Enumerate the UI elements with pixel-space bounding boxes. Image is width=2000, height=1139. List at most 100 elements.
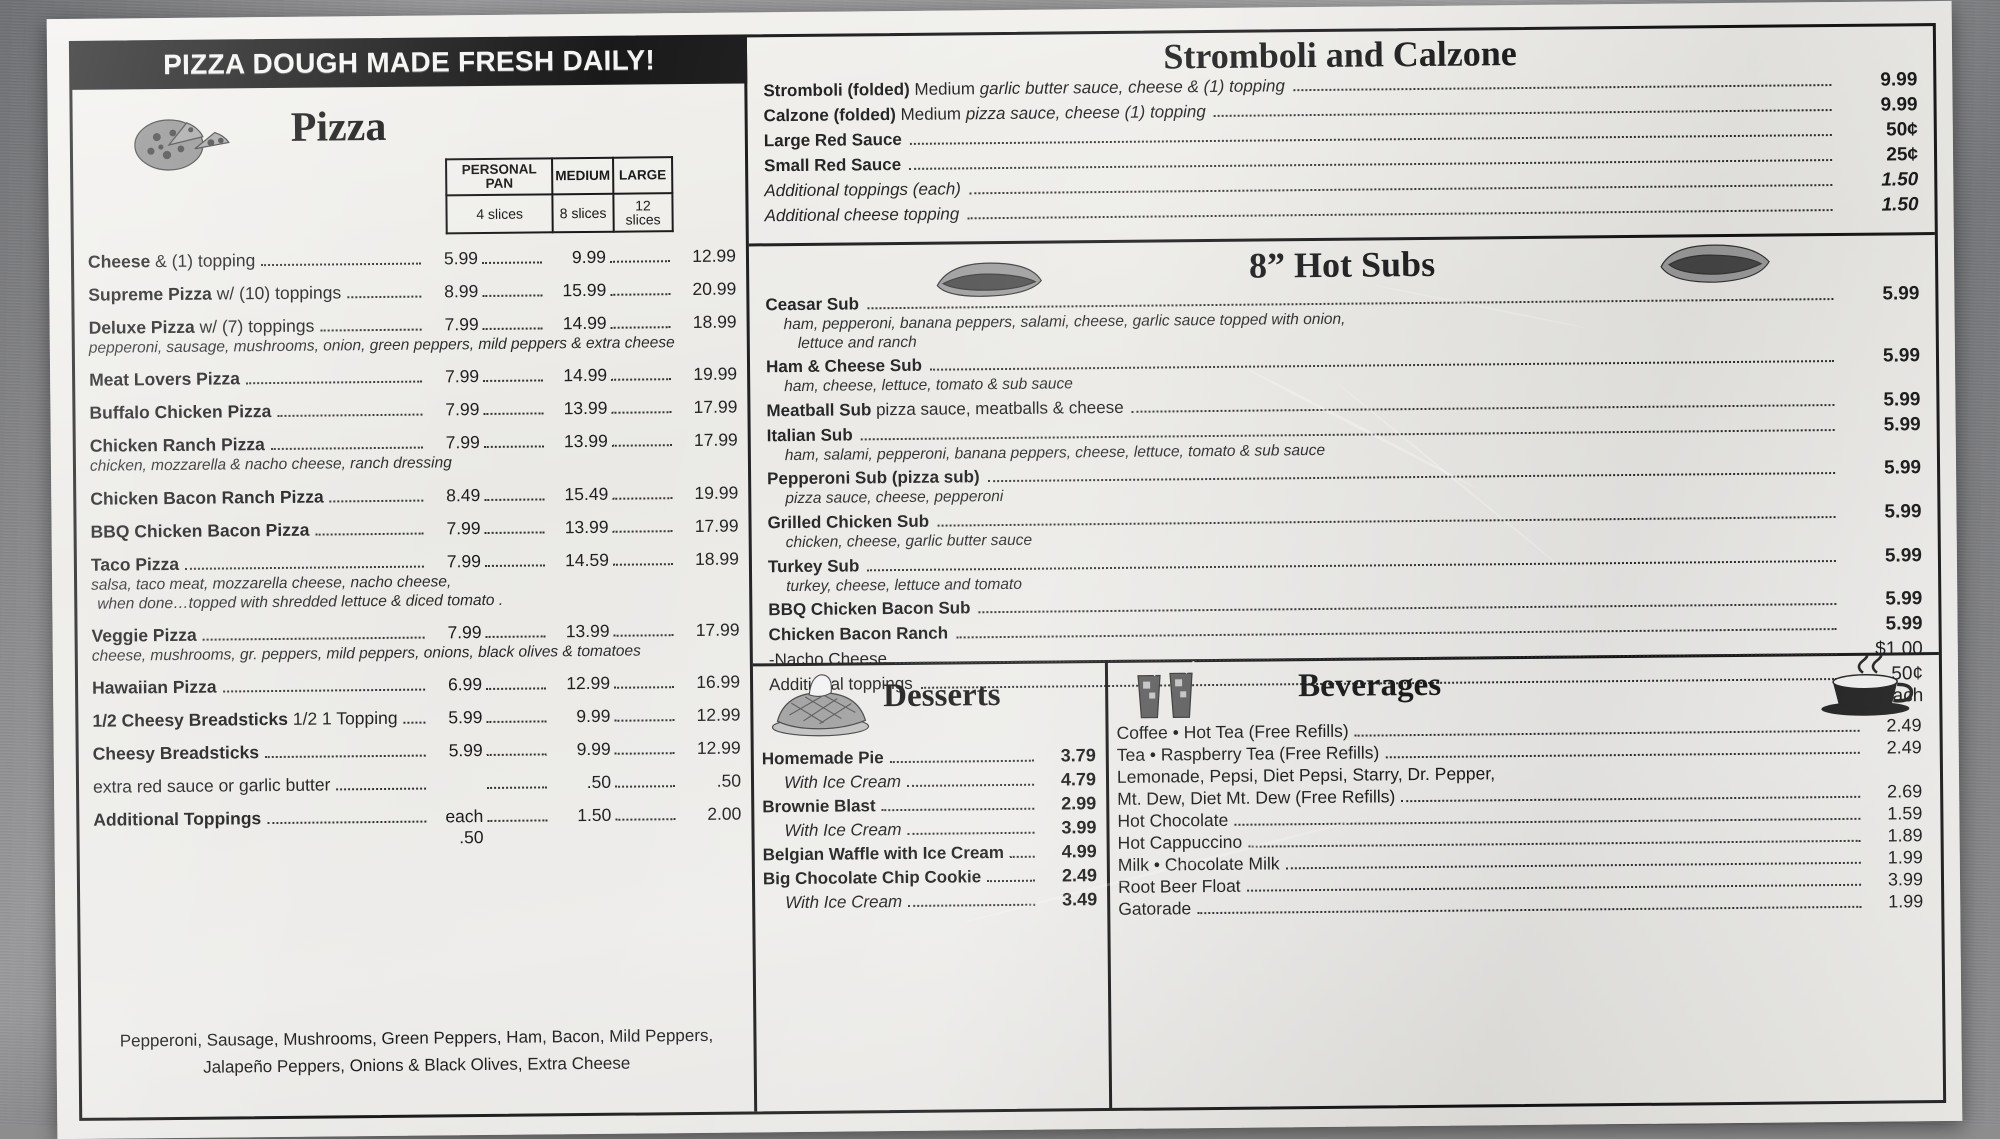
leader-dots: [404, 722, 426, 724]
pizza-size-table: PERSONAL PAN MEDIUM LARGE 4 slices 8 sli…: [445, 156, 674, 234]
iced-drinks-icon: [1124, 661, 1217, 724]
leader-dots: [487, 754, 547, 757]
leader-dots: [1293, 84, 1831, 91]
size-header-row: PERSONAL PAN MEDIUM LARGE: [446, 157, 672, 195]
slices-large: 12 slices: [613, 193, 672, 232]
pizza-item-name: extra red sauce or garlic butter: [93, 775, 331, 798]
price-medium: 9.99: [551, 739, 611, 761]
beverage-item-price: 2.49: [1866, 737, 1922, 759]
beverage-item-price: 2.69: [1866, 781, 1922, 803]
slices-medium: 8 slices: [553, 193, 614, 232]
pizza-column: PIZZA DOUGH MADE FRESH DAILY!: [72, 37, 757, 1117]
price-large: 17.99: [676, 430, 738, 452]
stromboli-item-price: 9.99: [1839, 69, 1917, 92]
dessert-item-price: 4.99: [1041, 841, 1097, 863]
dessert-item-name: Brownie Blast: [762, 796, 876, 817]
stromboli-item-price: 50¢: [1840, 119, 1918, 142]
leader-dots: [315, 532, 423, 535]
beverages-section: Beverages Coffee • Hot Tea (Free Refills…: [1108, 652, 1943, 1108]
stromboli-section: Stromboli and Calzone Stromboli (folded)…: [747, 24, 1935, 246]
dessert-item-name: Belgian Waffle with Ice Cream: [763, 843, 1004, 865]
beverages-title: Beverages: [1298, 667, 1441, 705]
beverage-item-name: Milk • Chocolate Milk: [1118, 853, 1280, 876]
leader-dots: [615, 819, 675, 822]
beverage-item-price: 1.59: [1866, 803, 1922, 825]
leader-dots: [223, 689, 426, 693]
dessert-item-row: Big Chocolate Chip Cookie 2.49: [755, 865, 1107, 889]
size-header-large: LARGE: [613, 157, 672, 193]
leader-dots: [882, 808, 1035, 811]
leader-dots: [486, 721, 546, 724]
leader-dots: [246, 381, 422, 385]
pizza-item-name: Chicken Bacon Ranch Pizza: [90, 486, 324, 509]
price-personal: 7.99: [428, 432, 480, 453]
dessert-item-name: Homemade Pie: [762, 748, 884, 769]
price-large: 20.99: [674, 279, 736, 301]
price-medium: 14.59: [549, 549, 609, 571]
leader-dots: [483, 380, 543, 383]
sub-item-price: 5.99: [1843, 501, 1921, 524]
price-medium: 12.99: [550, 673, 610, 695]
leader-dots: [1132, 404, 1835, 413]
dessert-item-name: Big Chocolate Chip Cookie: [763, 867, 981, 889]
sub-item-name: Chicken Bacon Ranch: [769, 624, 949, 646]
price-personal: 5.99: [431, 740, 483, 761]
dessert-item-price: 2.99: [1040, 793, 1096, 815]
pie-slice-icon: [765, 670, 876, 739]
leader-dots: [1214, 109, 1832, 117]
pizza-item-row: extra red sauce or garlic butter.50.50: [93, 771, 741, 798]
leader-dots: [484, 446, 544, 449]
price-personal: 7.99: [427, 399, 479, 420]
price-personal: 7.99: [427, 366, 479, 387]
beverage-item-name: Coffee • Hot Tea (Free Refills): [1116, 721, 1348, 744]
leader-dots: [1401, 796, 1860, 802]
pizza-item-name: Veggie Pizza: [91, 625, 196, 647]
leader-dots: [203, 637, 425, 641]
leader-dots: [482, 294, 542, 297]
leader-dots: [987, 880, 1035, 882]
leader-dots: [277, 414, 422, 417]
pizza-item-name: Chicken Ranch Pizza: [90, 434, 265, 457]
price-personal: 7.99: [427, 314, 479, 335]
beverage-item-name: Mt. Dew, Diet Mt. Dew (Free Refills): [1117, 786, 1395, 810]
dessert-item-row: Belgian Waffle with Ice Cream 4.99: [755, 841, 1107, 865]
leader-dots: [185, 565, 424, 569]
sub-sandwich-icon: [929, 251, 1050, 306]
leader-dots: [615, 753, 675, 756]
leader-dots: [610, 260, 670, 263]
dessert-item-price: 2.49: [1041, 865, 1097, 887]
beverage-item-name: Gatorade: [1118, 898, 1191, 920]
leader-dots: [487, 820, 547, 823]
leader-dots: [1355, 730, 1860, 737]
stromboli-item-name: Small Red Sauce: [764, 155, 901, 176]
price-personal: 7.99: [429, 551, 481, 572]
price-personal: 5.99: [426, 248, 478, 269]
price-large: 12.99: [674, 246, 736, 268]
right-column: Stromboli and Calzone Stromboli (folded)…: [747, 26, 1943, 1111]
price-medium: 13.99: [548, 516, 608, 538]
price-medium: 15.49: [548, 483, 608, 505]
price-personal: 7.99: [429, 622, 481, 643]
price-medium: 15.99: [546, 280, 606, 302]
leader-dots: [320, 329, 421, 332]
price-medium: 13.99: [549, 621, 609, 643]
price-personal: each .50: [431, 806, 483, 848]
leader-dots: [336, 788, 426, 791]
pizza-title: Pizza: [290, 103, 386, 152]
pizza-slices-icon: [124, 102, 235, 175]
pizza-item-name: 1/2 Cheesy Breadsticks 1/2 1 Topping: [92, 708, 397, 732]
price-medium: 9.99: [550, 706, 610, 728]
leader-dots: [907, 784, 1034, 787]
price-large: 19.99: [676, 482, 738, 504]
leader-dots: [1248, 840, 1860, 848]
beverage-item-price: 3.99: [1867, 869, 1923, 891]
leader-dots: [611, 378, 671, 381]
size-header-medium: MEDIUM: [552, 158, 613, 194]
beverage-item-name: Hot Cappuccino: [1118, 832, 1243, 854]
